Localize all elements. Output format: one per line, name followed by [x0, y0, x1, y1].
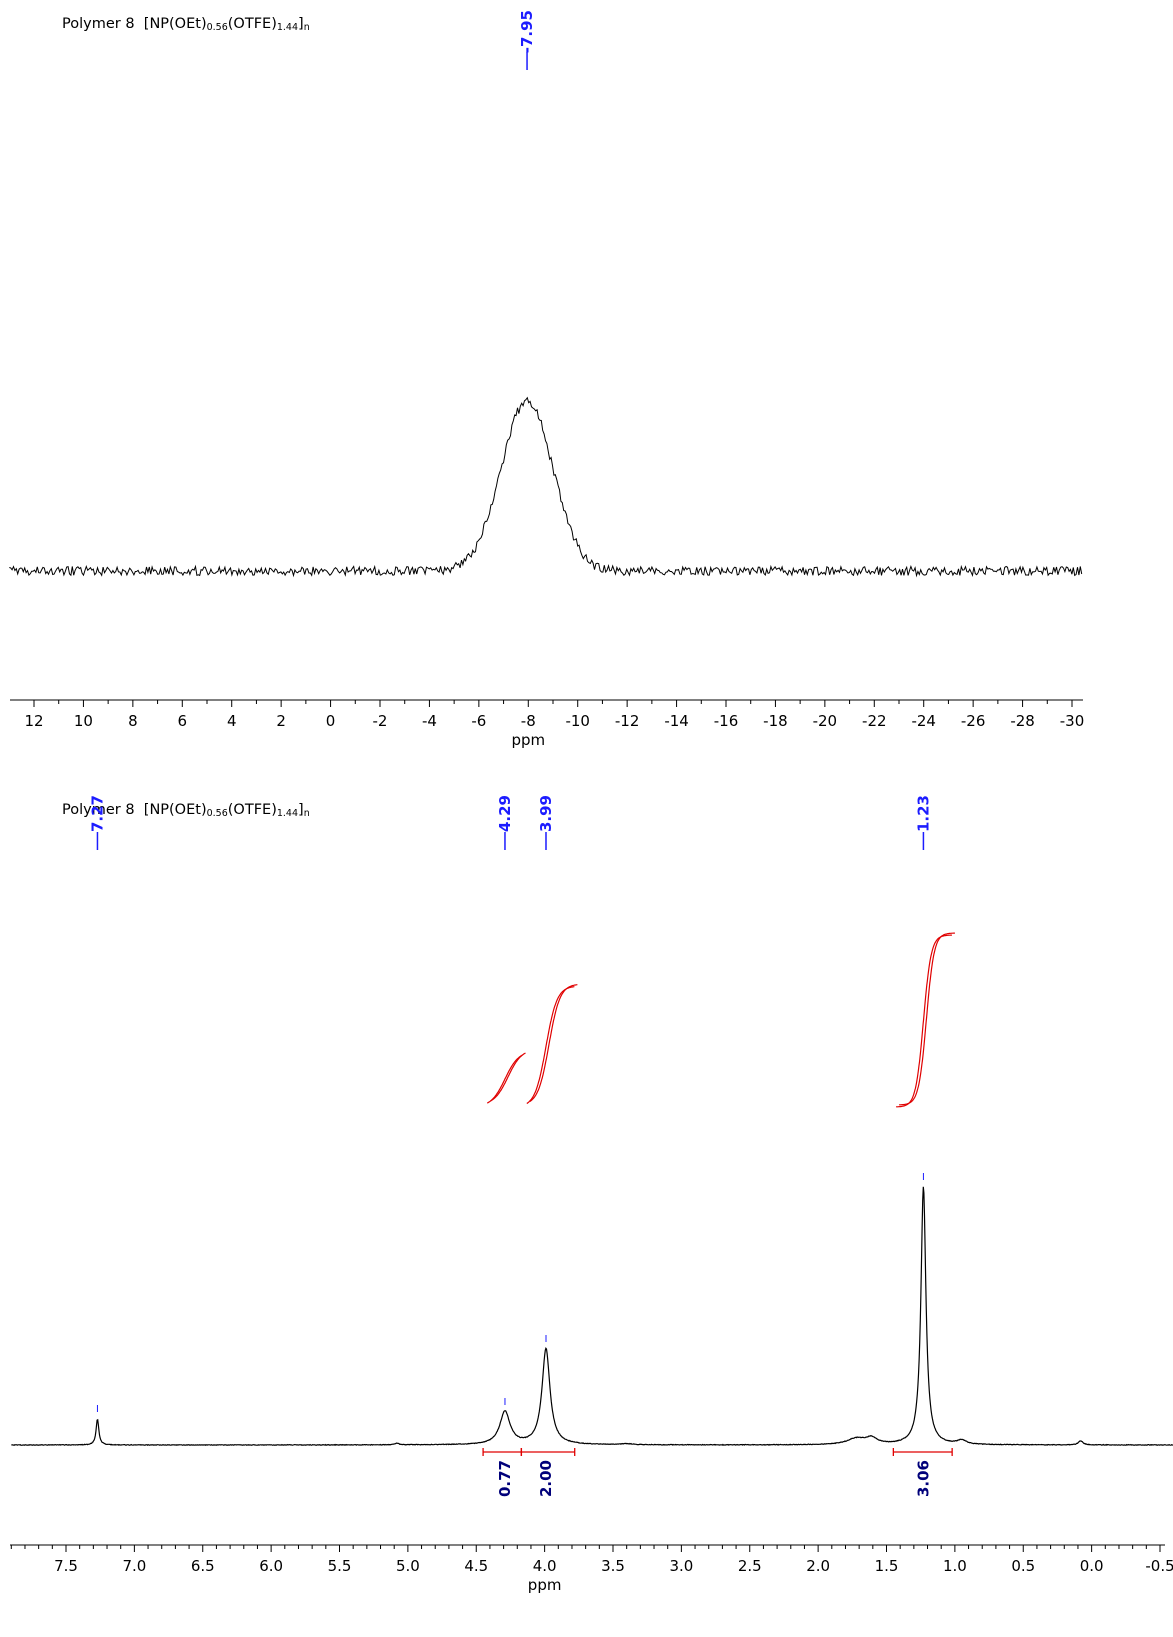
spectrum1-tick-label: -2 [373, 712, 388, 730]
spectrum2-tick-label: 2.5 [738, 1557, 762, 1575]
spectrum2-x-axis-title: ppm [528, 1576, 562, 1594]
spectrum2-integral-bars: 0.77 2.00 3.06 [482, 1448, 953, 1497]
spectrum2-plot: 0.77 2.00 3.06 7.5 7.0 6.5 6.0 5.5 5.0 4.5 4.0 3.5… [10, 795, 1173, 1594]
spectrum2-tick-label: 7.5 [54, 1557, 78, 1575]
spectrum1-tick-label: -22 [862, 712, 887, 730]
spectrum1-tick-label: 10 [74, 712, 93, 730]
integral-curve [486, 1054, 523, 1104]
spectrum2-tick-label: 6.5 [191, 1557, 215, 1575]
spectrum2-tick-label: 5.0 [396, 1557, 420, 1575]
spectrum1-tick-label: -24 [911, 712, 936, 730]
spectrum2-peak-label: 1.23 [914, 795, 932, 832]
spectrum1-tick-label: 12 [24, 712, 43, 730]
spectrum2-peak-label: 4.29 [496, 795, 514, 832]
spectrum1-tick-label: 0 [326, 712, 336, 730]
spectrum1-tick-label: -4 [422, 712, 437, 730]
spectrum2-tick-label: 3.0 [669, 1557, 693, 1575]
integral-label: 0.77 [496, 1460, 514, 1497]
spectrum1-tick-label: -6 [471, 712, 486, 730]
spectrum2-tick-label: 4.5 [464, 1557, 488, 1575]
spectrum1-tick-label: -14 [664, 712, 689, 730]
spectrum2-tick-label: 1.0 [943, 1557, 967, 1575]
spectrum1-tick-label: -18 [763, 712, 788, 730]
spectrum2-tick-label: 0.5 [1011, 1557, 1035, 1575]
spectrum2-tick-label: 0.0 [1080, 1557, 1104, 1575]
spectrum1-tick-label: -12 [615, 712, 640, 730]
spectrum1-peak-label: -7.95 [518, 10, 536, 53]
spectrum1-tick-label: -30 [1060, 712, 1085, 730]
integral-curve [895, 934, 952, 1108]
spectrum2-tick-label: 1.5 [875, 1557, 899, 1575]
integral-curve [526, 986, 575, 1105]
spectrum1-trace [9, 396, 1083, 578]
spectrum1-plot: 12 10 8 6 4 2 0 -2 -4 -6 -8 -10 -12 -14 -16 -18 -20 -22 -2… [9, 10, 1084, 749]
spectrum1-title: Polymer 8 [NP(OEt)0.56(OTFE)1.44]n [62, 16, 310, 33]
spectrum2-tick-label: 4.0 [533, 1557, 557, 1575]
spectrum1-tick-label: -8 [521, 712, 536, 730]
spectrum1-tick-label: -10 [565, 712, 590, 730]
spectrum2-ticks: 7.5 7.0 6.5 6.0 5.5 5.0 4.5 4.0 3.5 3.0 2.5 2.0 1.5 1… [10, 1545, 1173, 1575]
spectrum2-tick-label: 5.5 [328, 1557, 352, 1575]
spectrum1-tick-label: -26 [961, 712, 986, 730]
spectrum1-ticks: 12 10 8 6 4 2 0 -2 -4 -6 -8 -10 -12 -14 -16 -18 -20 -22 -2… [24, 700, 1084, 730]
spectrum1-tick-label: 2 [276, 712, 286, 730]
integral-curve [489, 1052, 526, 1102]
spectrum2-peak-label: 3.99 [537, 795, 555, 832]
spectrum1-tick-label: 4 [227, 712, 237, 730]
spectrum2-title: Polymer 8 [NP(OEt)0.56(OTFE)1.44]n [62, 802, 310, 819]
spectrum2-tick-label: -0.5 [1145, 1557, 1173, 1575]
spectrum2-peak-label: 7.27 [88, 795, 106, 832]
spectrum1-tick-label: 6 [178, 712, 188, 730]
integral-label: 2.00 [537, 1460, 555, 1497]
spectrum1-tick-label: 8 [128, 712, 138, 730]
spectrum1-peak-labels: -7.95 [518, 10, 536, 70]
spectrum2-trace [11, 1186, 1173, 1447]
spectrum2-tick-label: 7.0 [122, 1557, 146, 1575]
integral-curve [529, 984, 578, 1103]
spectrum1-tick-label: -16 [714, 712, 739, 730]
spectrum1-x-axis-title: ppm [511, 731, 545, 749]
spectrum2-integral-curves [486, 932, 955, 1108]
spectrum1-tick-label: -20 [813, 712, 838, 730]
spectrum2-tick-label: 2.0 [806, 1557, 830, 1575]
integral-curve [898, 932, 955, 1106]
spectrum2-tick-label: 6.0 [259, 1557, 283, 1575]
spectrum2-peak-labels: 7.27 4.29 3.99 1.23 [88, 795, 932, 1412]
integral-label: 3.06 [914, 1460, 932, 1497]
spectrum2-tick-label: 3.5 [601, 1557, 625, 1575]
spectrum1-tick-label: -28 [1010, 712, 1035, 730]
